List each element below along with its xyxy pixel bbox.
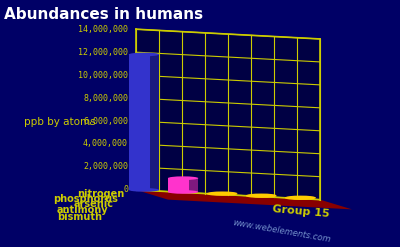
- Polygon shape: [189, 178, 198, 192]
- Text: www.webelements.com: www.webelements.com: [232, 218, 332, 244]
- Ellipse shape: [129, 53, 159, 56]
- Ellipse shape: [168, 176, 198, 180]
- Ellipse shape: [129, 188, 159, 192]
- Text: 0: 0: [123, 185, 128, 194]
- Text: arsenic: arsenic: [74, 199, 114, 209]
- Text: 14,000,000: 14,000,000: [78, 25, 128, 34]
- Polygon shape: [136, 190, 352, 209]
- Text: ppb by atoms: ppb by atoms: [24, 117, 96, 127]
- Ellipse shape: [285, 196, 316, 200]
- Polygon shape: [207, 193, 238, 194]
- Ellipse shape: [168, 190, 198, 194]
- Text: phosphorus: phosphorus: [53, 194, 118, 204]
- Polygon shape: [246, 195, 276, 196]
- Polygon shape: [285, 197, 316, 198]
- Text: 4,000,000: 4,000,000: [83, 140, 128, 148]
- Text: antimony: antimony: [56, 205, 108, 215]
- Text: Abundances in humans: Abundances in humans: [4, 7, 203, 22]
- Text: 2,000,000: 2,000,000: [83, 163, 128, 171]
- Ellipse shape: [246, 194, 276, 198]
- Text: 10,000,000: 10,000,000: [78, 71, 128, 80]
- Polygon shape: [168, 178, 198, 192]
- Polygon shape: [129, 54, 159, 190]
- Polygon shape: [306, 197, 316, 198]
- Text: nitrogen: nitrogen: [77, 188, 124, 199]
- Text: Group 15: Group 15: [272, 204, 330, 219]
- Text: 12,000,000: 12,000,000: [78, 48, 128, 57]
- Text: 6,000,000: 6,000,000: [83, 117, 128, 125]
- Ellipse shape: [207, 191, 237, 195]
- Ellipse shape: [207, 192, 237, 196]
- Ellipse shape: [246, 194, 276, 197]
- Polygon shape: [150, 54, 159, 190]
- Polygon shape: [136, 29, 320, 200]
- Ellipse shape: [285, 196, 316, 199]
- Text: bismuth: bismuth: [57, 212, 102, 222]
- Text: 8,000,000: 8,000,000: [83, 94, 128, 103]
- Polygon shape: [228, 193, 238, 194]
- Polygon shape: [267, 195, 276, 196]
